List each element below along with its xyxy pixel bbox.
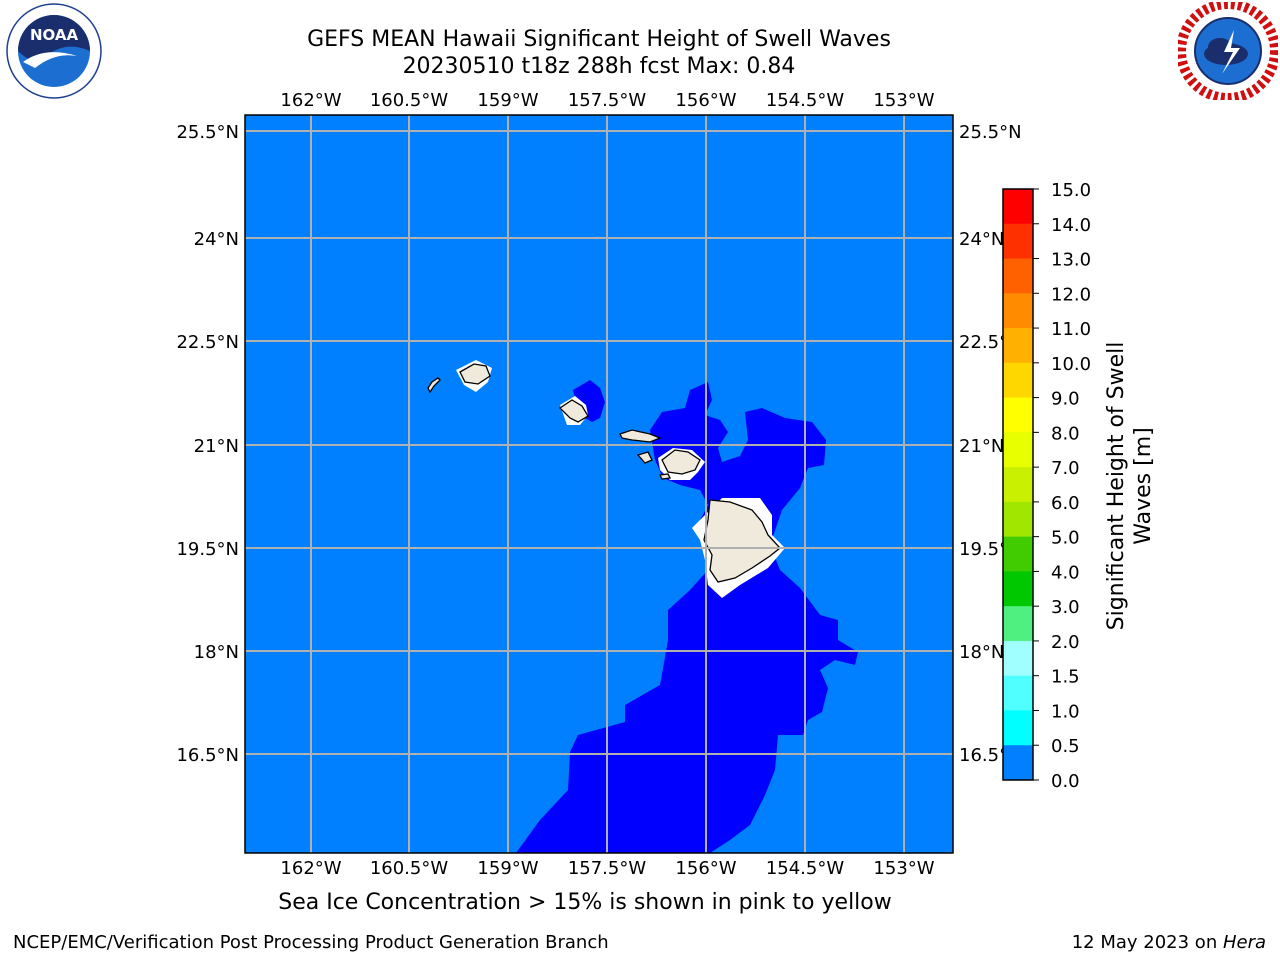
island-niihau: [427, 377, 441, 394]
colorbar-band: [1003, 536, 1033, 572]
lon-label-top: 156°W: [675, 90, 736, 111]
colorbar-label: Significant Height of SwellWaves [m]: [1104, 342, 1156, 631]
colorbar-tick-label: 6.0: [1051, 493, 1080, 514]
colorbar-tick-label: 13.0: [1051, 250, 1091, 271]
colorbar-band: [1003, 223, 1033, 260]
colorbar-frame: [1002, 188, 1034, 781]
lon-label-top: 162°W: [280, 90, 341, 111]
colorbar-band: [1003, 397, 1033, 433]
chart-subtitle-forecast: 20230510 t18z 288h fcst Max: 0.84: [402, 54, 796, 79]
colorbar-tick-label: 9.0: [1051, 389, 1080, 410]
noaa-logo-text: NOAA: [30, 26, 79, 44]
lat-label-left: 25.5°N: [176, 122, 239, 143]
lat-label-right: 25.5°N: [959, 122, 1022, 143]
lat-label-left: 22.5°N: [176, 332, 239, 353]
island-oahu: [558, 399, 589, 423]
lon-label-bottom: 160.5°W: [370, 858, 449, 879]
lon-label-top: 160.5°W: [370, 90, 449, 111]
lon-label-bottom: 156°W: [675, 858, 736, 879]
lon-label-bottom: 159°W: [477, 858, 538, 879]
colorbar-band: [1003, 467, 1033, 503]
footer-date-text: 12 May 2023 on: [1071, 932, 1223, 953]
lon-label-top: 153°W: [873, 90, 934, 111]
lon-label-bottom: 154.5°W: [766, 858, 845, 879]
colorbar-band: [1003, 189, 1033, 225]
island-kauai: [459, 363, 491, 385]
lon-label-top: 157.5°W: [568, 90, 647, 111]
lat-label-left: 18°N: [194, 642, 239, 663]
nws-logo: [1178, 2, 1278, 100]
colorbar-tick-label: 10.0: [1051, 354, 1091, 375]
colorbar-tick-label: 0.0: [1051, 771, 1080, 792]
lon-label-bottom: 157.5°W: [568, 858, 647, 879]
lat-label-left: 21°N: [194, 436, 239, 457]
colorbar-band: [1003, 328, 1033, 364]
lat-label-left: 24°N: [194, 229, 239, 250]
colorbar-band: [1003, 745, 1033, 781]
lat-label-right: 24°N: [959, 229, 1004, 250]
lat-label-left: 16.5°N: [176, 745, 239, 766]
colorbar-band: [1003, 432, 1033, 468]
colorbar-band: [1003, 710, 1033, 746]
colorbar-band: [1003, 501, 1033, 538]
lat-label-right: 21°N: [959, 436, 1004, 457]
colorbar-tick-label: 14.0: [1051, 215, 1091, 236]
noaa-logo: NOAA: [6, 3, 102, 99]
colorbar-tick-label: 2.0: [1051, 632, 1080, 653]
colorbar-tick-label: 8.0: [1051, 423, 1080, 444]
colorbar-tick-label: 1.5: [1051, 667, 1080, 688]
colorbar-band: [1003, 675, 1033, 711]
island-kahoolawe: [659, 473, 671, 480]
colorbar-band: [1003, 571, 1033, 607]
colorbar-band: [1003, 258, 1033, 294]
colorbar-tick-label: 0.5: [1051, 736, 1080, 757]
lon-label-bottom: 153°W: [873, 858, 934, 879]
lat-label-left: 19.5°N: [176, 539, 239, 560]
colorbar-band: [1003, 640, 1033, 677]
sea-ice-note: Sea Ice Concentration > 15% is shown in …: [278, 890, 892, 915]
colorbar-tick-label: 7.0: [1051, 458, 1080, 479]
colorbar-band: [1003, 293, 1033, 329]
island-molokai: [619, 429, 662, 443]
colorbar-tick-label: 4.0: [1051, 562, 1080, 583]
colorbar-tick-label: 3.0: [1051, 597, 1080, 618]
colorbar-tick-label: 5.0: [1051, 528, 1080, 549]
colorbar-tick-label: 1.0: [1051, 701, 1080, 722]
colorbar-band: [1003, 606, 1033, 642]
footer-host: Hera: [1222, 932, 1266, 953]
lon-label-top: 159°W: [477, 90, 538, 111]
footer-date: 12 May 2023 on Hera: [1072, 932, 1266, 953]
colorbar-band: [1003, 362, 1033, 399]
low-swell-region: [516, 382, 858, 853]
colorbar-tick-label: 12.0: [1051, 284, 1091, 305]
colorbar-tick-label: 11.0: [1051, 319, 1091, 340]
lon-label-bottom: 162°W: [280, 858, 341, 879]
map-frame: [244, 114, 954, 854]
island-lanai: [636, 451, 653, 464]
lon-label-top: 154.5°W: [766, 90, 845, 111]
footer-branch: NCEP/EMC/Verification Post Processing Pr…: [13, 932, 609, 953]
colorbar-tick-label: 15.0: [1051, 180, 1091, 201]
island-maui: [661, 449, 701, 475]
lat-label-right: 18°N: [959, 642, 1004, 663]
chart-title: GEFS MEAN Hawaii Significant Height of S…: [307, 27, 891, 52]
